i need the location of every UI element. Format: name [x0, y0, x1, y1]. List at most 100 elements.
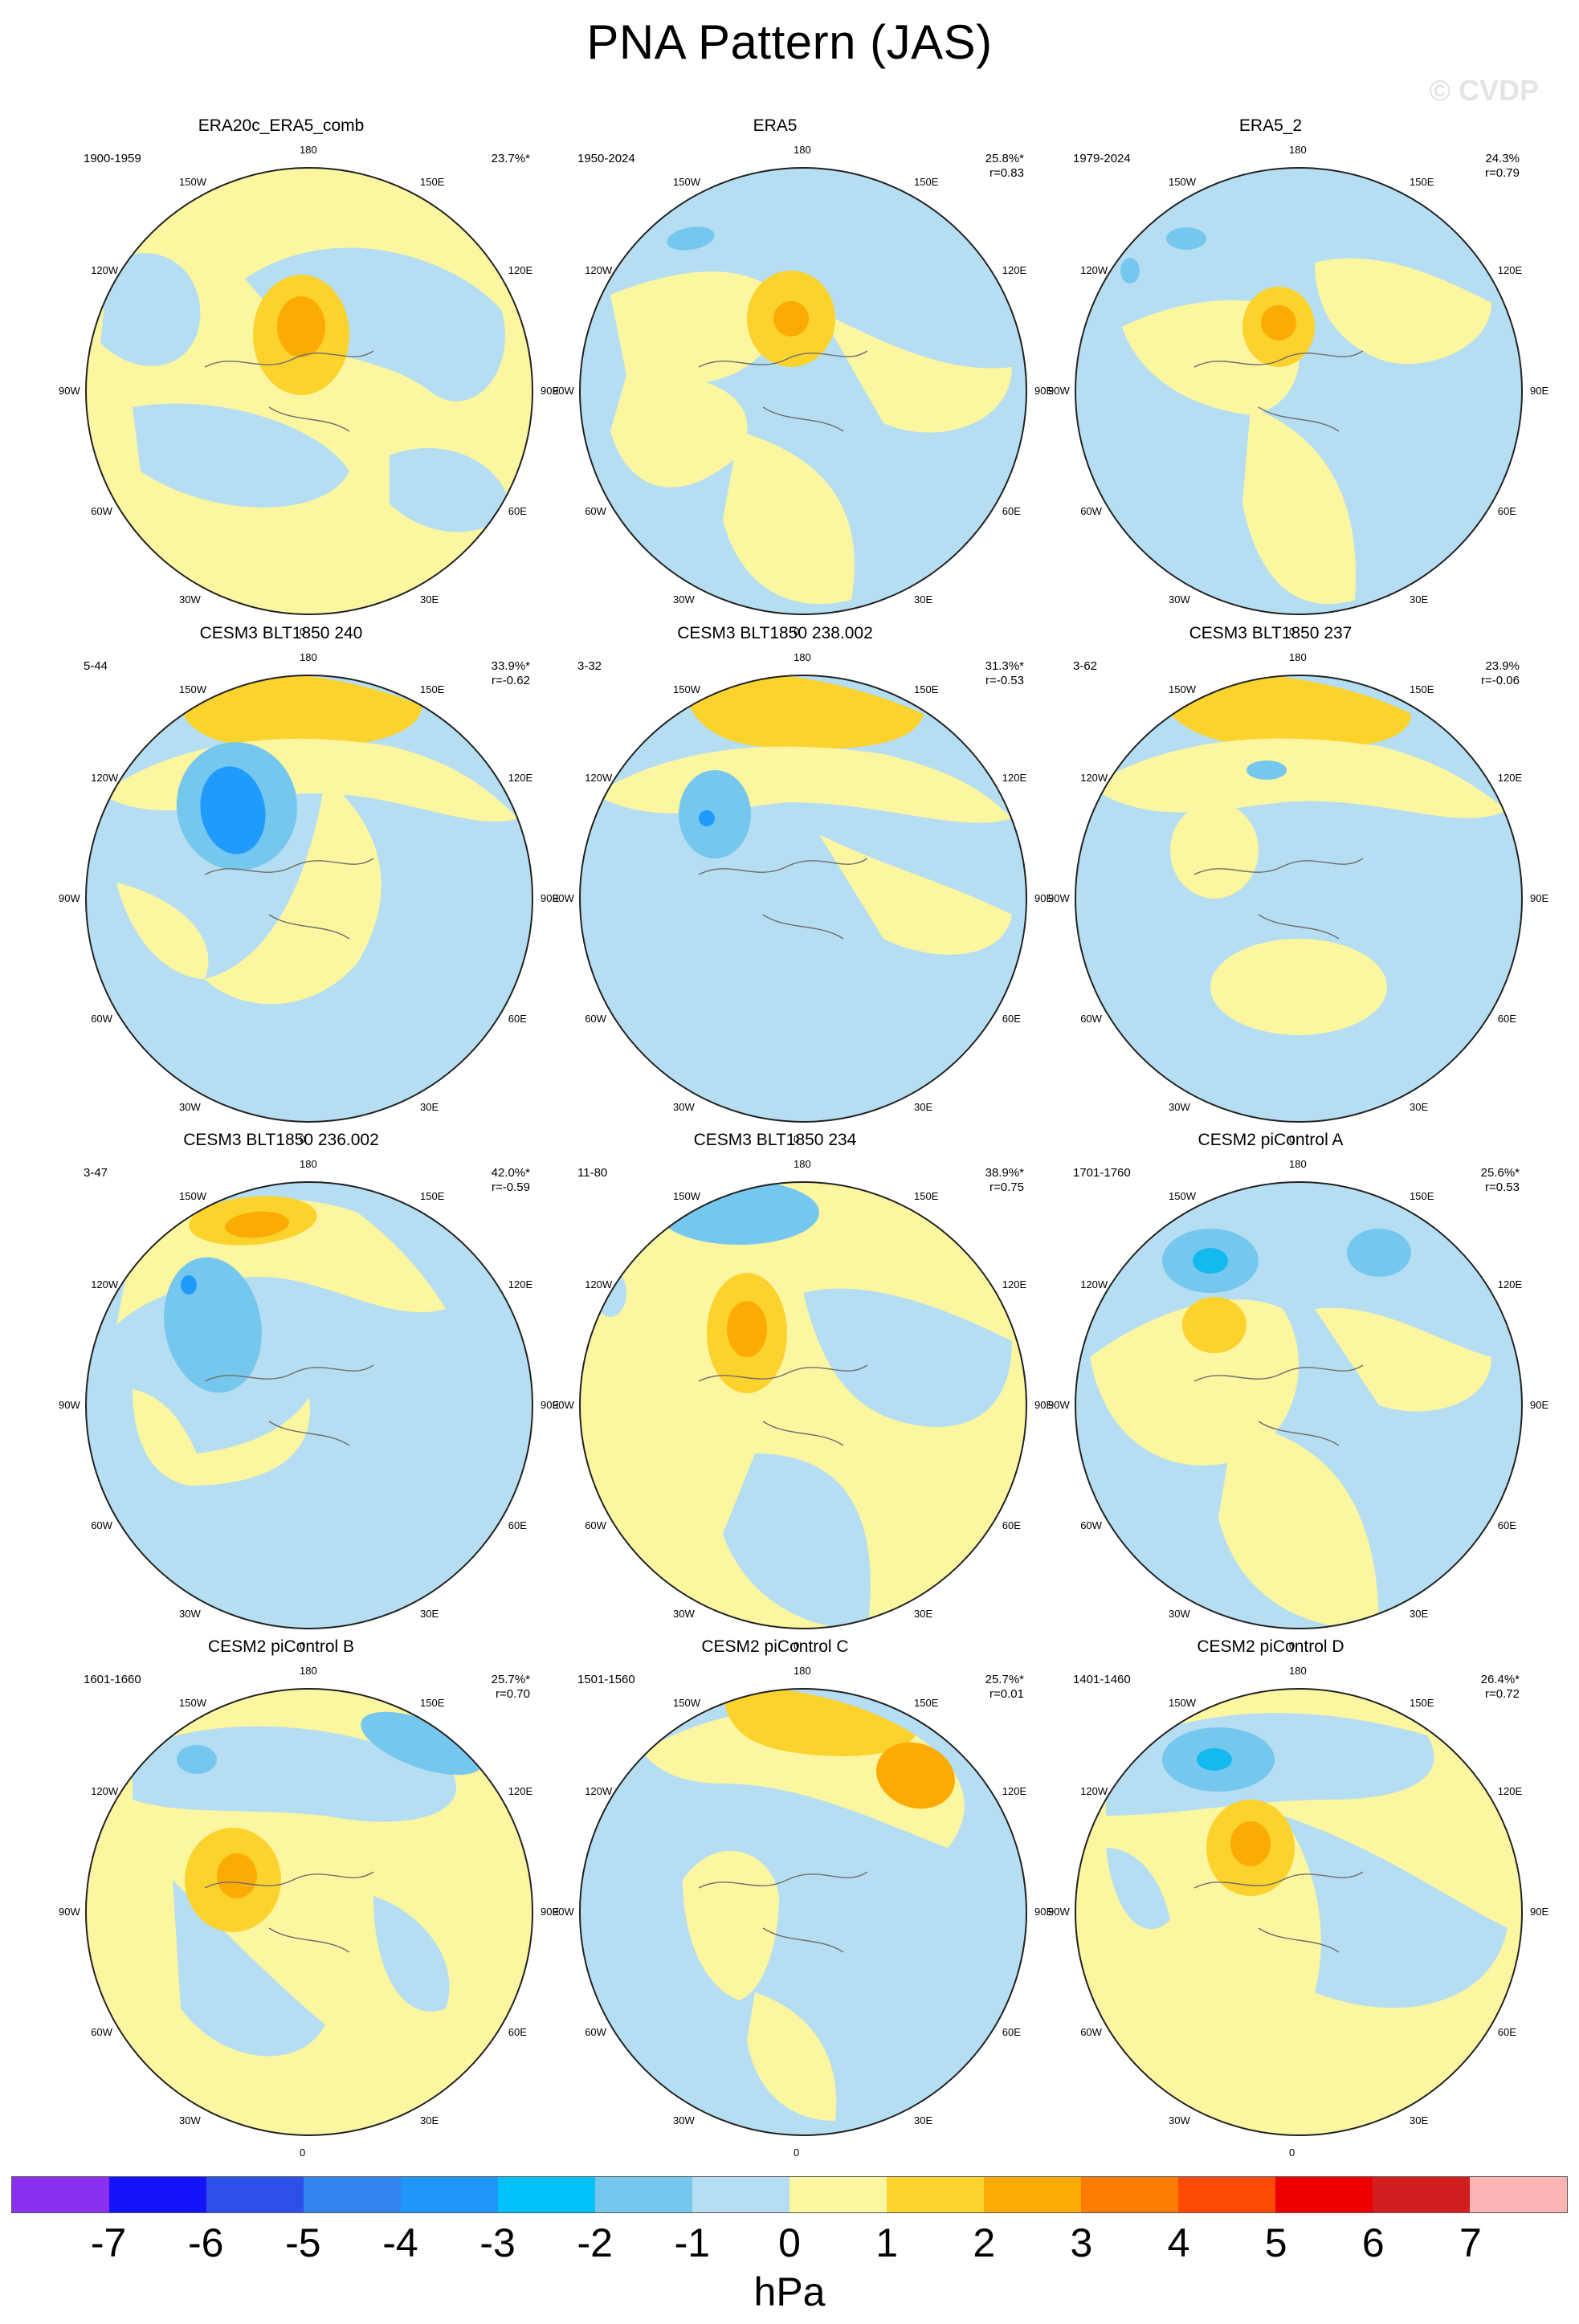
- colorbar-box: [595, 2177, 692, 2212]
- variance-pct: 38.9%*: [985, 1166, 1024, 1180]
- lon-label: 150E: [914, 176, 939, 189]
- lon-label: 90E: [541, 1906, 560, 1918]
- coastline: [1193, 858, 1364, 940]
- negative-region: [1120, 258, 1140, 283]
- polar-map: [1075, 1688, 1523, 2136]
- lon-label: 120W: [91, 772, 119, 784]
- lon-label: 150E: [1410, 1190, 1434, 1203]
- positive-region: [1261, 305, 1296, 340]
- lon-label: 90E: [541, 385, 560, 397]
- lon-label: 180: [794, 1665, 811, 1677]
- colorbar-label: -7: [90, 2220, 127, 2265]
- map-border: [85, 1181, 533, 1629]
- lon-label: 90W: [553, 892, 574, 904]
- positive-region: [1218, 1421, 1379, 1629]
- lon-label: 90E: [1530, 1906, 1549, 1918]
- negative-region: [679, 770, 751, 858]
- map-panel: CESM3 BLT1850 238.002 3-32 31.3%* r=-0.53 18…: [518, 624, 1053, 1145]
- lon-label: 150E: [1410, 176, 1434, 189]
- lon-label: 60E: [508, 505, 527, 517]
- positive-region: [610, 373, 748, 487]
- lon-label: 60W: [585, 2026, 606, 2038]
- panel-period: 5-44: [84, 659, 108, 673]
- lon-label: 30E: [1410, 1607, 1429, 1620]
- lon-label: 90E: [541, 1399, 560, 1411]
- lon-label: 0: [1289, 2147, 1295, 2159]
- lon-label: 120W: [91, 1278, 119, 1290]
- lon-label: 60W: [1080, 505, 1102, 517]
- map-panel: ERA20c_ERA5_comb 1900-1959 23.7%* 180 150E 12…: [24, 116, 559, 638]
- lon-label: 60E: [1497, 1013, 1516, 1025]
- negative-region: [803, 1288, 1012, 1427]
- panel-stats: 23.7%*: [492, 152, 530, 166]
- lon-label: 150E: [420, 1190, 445, 1203]
- lon-label: 30W: [179, 593, 201, 605]
- positive-region: [723, 1689, 916, 1756]
- lon-label: 150W: [179, 683, 206, 696]
- lon-label: 150E: [914, 1697, 939, 1710]
- positive-region: [876, 1742, 955, 1809]
- colorbar-box: [790, 2177, 887, 2212]
- colorbar-label: 3: [1070, 2220, 1093, 2265]
- lon-label: 150W: [179, 1190, 206, 1203]
- polar-map: [85, 1181, 533, 1629]
- lon-label: 0: [794, 2147, 800, 2159]
- lon-label: 60E: [1002, 1519, 1021, 1531]
- negative-region: [1347, 1229, 1411, 1277]
- page-title: PNA Pattern (JAS): [586, 15, 993, 69]
- lon-label: 60W: [1080, 1013, 1102, 1025]
- lon-label: 0: [300, 2147, 306, 2159]
- lon-label: 150E: [420, 683, 445, 696]
- lon-label: 90W: [1048, 1906, 1070, 1918]
- map-border: [579, 167, 1027, 615]
- map-border: [1075, 1181, 1523, 1629]
- lon-label: 120E: [1002, 264, 1027, 276]
- variance-pct: 33.9%*: [491, 659, 530, 673]
- lon-label: 180: [794, 1158, 811, 1170]
- lon-label: 60E: [1497, 2026, 1516, 2038]
- positive-region: [1210, 939, 1387, 1035]
- polar-map: [1075, 167, 1523, 615]
- negative-region: [100, 253, 201, 366]
- positive-region: [727, 1301, 767, 1357]
- lon-label: 90W: [1048, 385, 1070, 397]
- lon-label: 60W: [91, 1519, 112, 1531]
- lon-label: 60E: [1002, 2026, 1021, 2038]
- panel-period: 3-32: [577, 659, 602, 673]
- negative-region: [361, 1711, 483, 1776]
- lon-label: 0: [1289, 1133, 1295, 1145]
- colorbar-box: [206, 2177, 304, 2212]
- pattern-correlation: r=0.72: [1485, 1687, 1520, 1701]
- colorbar-box: [109, 2177, 206, 2212]
- polar-map: [579, 675, 1027, 1123]
- lon-label: 60E: [1002, 1013, 1021, 1025]
- pattern-correlation: r=-0.62: [492, 674, 530, 687]
- positive-region: [116, 883, 209, 979]
- panel-period: 3-47: [84, 1166, 108, 1180]
- panel-title: CESM3 BLT1850 238.002: [677, 624, 873, 642]
- colorbar-label: -3: [479, 2220, 516, 2265]
- map-panel: CESM2 piControl D 1401-1460 26.4%* r=0.72 18…: [1014, 1637, 1548, 2159]
- colorbar-box: [1470, 2177, 1567, 2212]
- lon-label: 30E: [420, 2114, 439, 2126]
- lon-label: 180: [1289, 651, 1307, 663]
- lon-label: 150E: [914, 683, 939, 696]
- map-panel: CESM2 piControl B 1601-1660 25.7%* r=0.70 18…: [24, 1637, 559, 2159]
- negative-region: [373, 1896, 450, 2012]
- colorbar-box: [304, 2177, 401, 2212]
- lon-label: 120W: [1080, 1278, 1108, 1290]
- lon-label: 90W: [553, 385, 574, 397]
- panel-stats: 24.3% r=0.79: [1485, 152, 1520, 181]
- negative-region: [390, 447, 510, 532]
- lon-label: 30E: [914, 593, 933, 605]
- lon-label: 30W: [179, 2114, 201, 2126]
- lon-label: 90W: [553, 1906, 574, 1918]
- positive-region: [1242, 407, 1357, 604]
- lon-label: 150W: [1169, 683, 1196, 696]
- panel-title: CESM2 piControl C: [701, 1637, 849, 1656]
- colorbar-box: [1275, 2177, 1373, 2212]
- coastline: [1193, 350, 1364, 432]
- panel-stats: 33.9%* r=-0.62: [492, 659, 530, 688]
- panel-period: 1401-1460: [1073, 1673, 1131, 1686]
- map-border: [85, 675, 533, 1123]
